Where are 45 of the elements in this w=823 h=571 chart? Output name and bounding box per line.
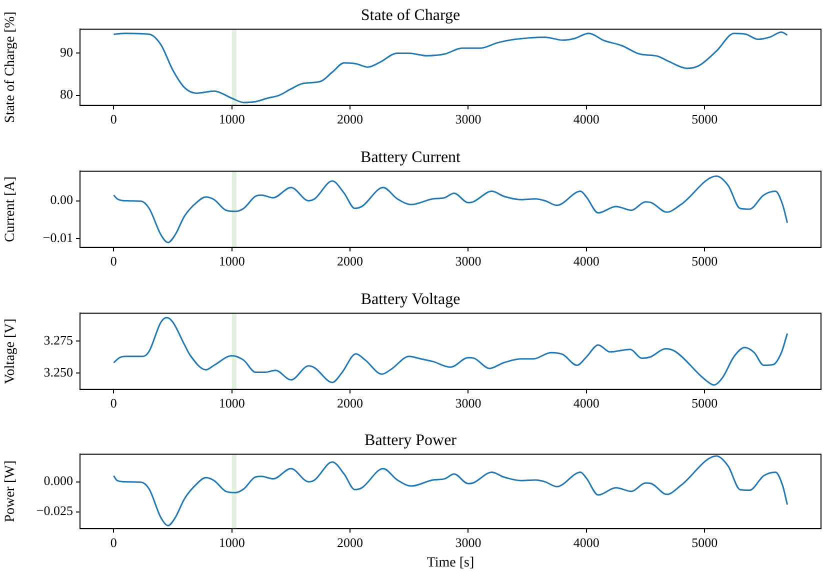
x-tick-label: 5000 <box>692 396 718 411</box>
y-tick-label: −0.01 <box>42 230 73 246</box>
x-tick-label: 0 <box>110 254 117 269</box>
x-tick-label: 4000 <box>573 254 600 269</box>
x-tick-label: 1000 <box>218 534 245 550</box>
y-tick-label: −0.025 <box>36 503 73 518</box>
x-tick-label: 0 <box>110 534 117 550</box>
y-tick-label: 3.275 <box>44 332 73 348</box>
line-series <box>112 31 788 104</box>
x-tick-label: 2000 <box>337 396 364 411</box>
x-tick-label: 3000 <box>455 396 482 411</box>
x-tick-label: 2000 <box>337 254 364 269</box>
y-tick-label: 0.000 <box>44 473 73 488</box>
x-tick-label: 4000 <box>573 396 600 411</box>
x-tick-label: 3000 <box>455 254 482 269</box>
y-axis-title: Current [A] <box>3 176 18 242</box>
y-axis-title: State of Charge [%] <box>3 12 18 123</box>
x-tick-label: 0 <box>110 396 117 411</box>
line-series <box>112 175 788 244</box>
x-tick-label: 4000 <box>573 112 600 127</box>
chart-title: Battery Voltage <box>360 290 460 308</box>
x-tick-label: 0 <box>110 112 117 127</box>
x-tick-label: 5000 <box>692 534 718 550</box>
x-tick-label: 1000 <box>218 254 245 269</box>
y-axis-title: Power [W] <box>3 460 18 522</box>
chart-title: Battery Current <box>360 148 462 166</box>
y-tick-label: 3.250 <box>44 364 73 380</box>
line-series <box>112 455 788 526</box>
y-axis-title: Voltage [V] <box>3 318 18 384</box>
y-tick-label: 0.00 <box>50 192 73 208</box>
x-tick-label: 3000 <box>455 534 482 550</box>
x-tick-label: 3000 <box>455 112 482 127</box>
y-tick-label: 90 <box>60 44 73 60</box>
x-tick-label: 2000 <box>337 112 364 127</box>
x-tick-label: 4000 <box>573 534 600 550</box>
x-axis-title: Time [s] <box>426 555 474 570</box>
x-tick-label: 2000 <box>337 534 364 550</box>
y-tick-label: 80 <box>60 86 73 102</box>
chart-title: Battery Power <box>364 432 458 449</box>
x-tick-label: 5000 <box>692 112 718 127</box>
x-tick-label: 5000 <box>692 254 718 269</box>
line-series <box>112 316 788 386</box>
x-tick-label: 1000 <box>218 396 245 411</box>
chart-title: State of Charge <box>360 6 460 24</box>
x-tick-label: 1000 <box>218 112 245 127</box>
